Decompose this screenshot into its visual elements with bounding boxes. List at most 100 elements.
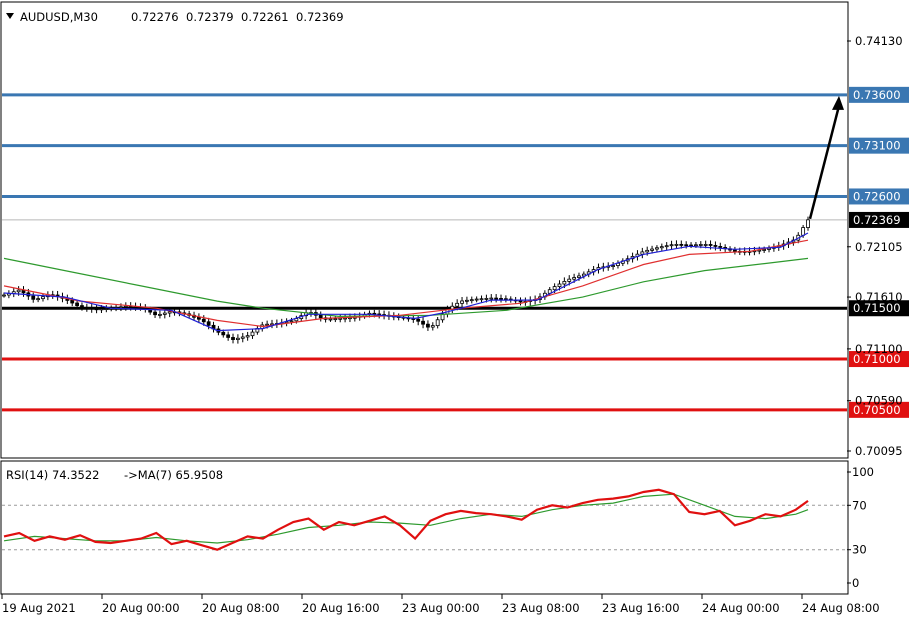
candle-body bbox=[328, 318, 333, 321]
rsi-tick-label: 100 bbox=[852, 465, 874, 479]
candle-body bbox=[655, 247, 659, 250]
arrow-shaft bbox=[808, 105, 841, 220]
candle-body bbox=[669, 244, 674, 247]
candle-body bbox=[153, 311, 157, 316]
price-tick-label: 0.71100 bbox=[855, 342, 903, 356]
level-tag-0.71500 bbox=[849, 300, 909, 317]
candle-body bbox=[36, 298, 41, 301]
candle-body bbox=[518, 300, 523, 303]
rsi-ma-label: ->MA(7) 65.9508 bbox=[124, 468, 223, 482]
candle-body bbox=[41, 296, 45, 300]
forecast-arrow bbox=[808, 95, 844, 220]
candle-body bbox=[289, 320, 294, 323]
candle-body bbox=[552, 286, 557, 291]
rsi-lines bbox=[2, 488, 847, 551]
level-label-0.71500: 0.71500 bbox=[853, 301, 901, 315]
candle-body bbox=[713, 245, 718, 247]
price-levels: 0.73600 0.73100 0.72600 0.71500 0.71000 0.705… bbox=[2, 86, 909, 418]
candle-body bbox=[801, 227, 806, 236]
candle-body bbox=[16, 289, 21, 293]
level-label-0.72600: 0.72600 bbox=[853, 189, 901, 203]
candle-body bbox=[679, 243, 684, 246]
rsi-axis: 100 70 30 0 bbox=[847, 465, 874, 590]
rsi-tick-label: 30 bbox=[852, 543, 867, 557]
candle-body bbox=[698, 244, 703, 246]
candle-body bbox=[611, 265, 615, 267]
ohlc-open: 0.72276 bbox=[131, 10, 179, 24]
time-tick-label: 20 Aug 16:00 bbox=[302, 601, 380, 615]
candle-body bbox=[650, 248, 654, 251]
price-tick-label: 0.74130 bbox=[855, 34, 903, 48]
candle-body bbox=[426, 323, 430, 328]
candle-body bbox=[421, 320, 425, 325]
candle-body bbox=[70, 299, 75, 304]
price-tick-label: 0.70095 bbox=[855, 444, 903, 458]
candle-body bbox=[465, 299, 469, 302]
candle-body bbox=[489, 297, 494, 300]
level-label-0.71000: 0.71000 bbox=[853, 352, 901, 366]
candle-body bbox=[494, 297, 499, 300]
candle-body bbox=[240, 336, 245, 339]
candle-body bbox=[231, 337, 235, 340]
level-tag-0.73100 bbox=[849, 137, 909, 154]
candle-body bbox=[338, 317, 343, 320]
candle-body bbox=[119, 306, 123, 309]
candle-body bbox=[460, 300, 464, 304]
ma-fast-line bbox=[3, 232, 809, 332]
candle-body bbox=[84, 307, 89, 309]
time-tick-label: 24 Aug 08:00 bbox=[802, 601, 880, 615]
candle-body bbox=[703, 244, 708, 246]
candle-body bbox=[567, 278, 572, 282]
candle-body bbox=[318, 314, 323, 319]
candle-body bbox=[767, 247, 771, 250]
price-panel-frame bbox=[0, 1, 849, 459]
candle-body bbox=[201, 318, 206, 323]
time-tick-label: 20 Aug 08:00 bbox=[202, 601, 280, 615]
candle-body bbox=[235, 337, 240, 340]
rsi-line bbox=[3, 488, 809, 551]
current-price-tag bbox=[849, 211, 909, 228]
candle-body bbox=[123, 305, 128, 308]
candle-body bbox=[718, 246, 723, 248]
time-tick-label: 23 Aug 08:00 bbox=[502, 601, 580, 615]
candle-body bbox=[167, 311, 172, 314]
candle-body bbox=[479, 298, 484, 301]
candle-body bbox=[245, 335, 250, 338]
candle-body bbox=[557, 283, 562, 288]
arrow-head bbox=[832, 95, 844, 110]
moving-averages bbox=[3, 232, 809, 332]
candle-body bbox=[806, 219, 810, 228]
candle-body bbox=[762, 249, 767, 251]
ohlc-high: 0.72379 bbox=[186, 10, 234, 24]
candle-body bbox=[99, 308, 104, 311]
candle-body bbox=[31, 295, 36, 300]
candle-body bbox=[430, 325, 435, 328]
candle-body bbox=[435, 319, 440, 327]
symbol-dropdown-icon[interactable] bbox=[6, 13, 14, 19]
time-axis: 19 Aug 2021 20 Aug 00:00 20 Aug 08:00 20 Au… bbox=[1, 594, 880, 615]
candle-body bbox=[664, 245, 669, 248]
ohlc-low: 0.72261 bbox=[241, 10, 289, 24]
candle-body bbox=[581, 273, 586, 277]
candle-body bbox=[250, 331, 255, 337]
candle-body bbox=[572, 277, 577, 280]
time-tick-label: 20 Aug 00:00 bbox=[102, 601, 180, 615]
symbol-label[interactable]: AUDUSD,M30 bbox=[20, 10, 98, 24]
current-price-label: 0.72369 bbox=[853, 213, 901, 227]
level-label-0.73600: 0.73600 bbox=[853, 88, 901, 102]
candle-body bbox=[416, 318, 421, 322]
candle-body bbox=[221, 331, 226, 336]
candle-body bbox=[80, 305, 84, 308]
candle-body bbox=[226, 334, 231, 338]
ohlc-close: 0.72369 bbox=[296, 10, 344, 24]
candle-body bbox=[333, 318, 338, 321]
candle-body bbox=[562, 281, 567, 285]
level-tag-0.70500 bbox=[849, 401, 909, 418]
candle-body bbox=[659, 246, 664, 249]
candle-body bbox=[674, 243, 679, 246]
candle-body bbox=[104, 308, 109, 310]
level-tag-0.72600 bbox=[849, 188, 909, 205]
time-tick-label: 23 Aug 16:00 bbox=[602, 601, 680, 615]
time-tick-label: 24 Aug 00:00 bbox=[702, 601, 780, 615]
time-tick-label: 19 Aug 2021 bbox=[2, 601, 76, 615]
